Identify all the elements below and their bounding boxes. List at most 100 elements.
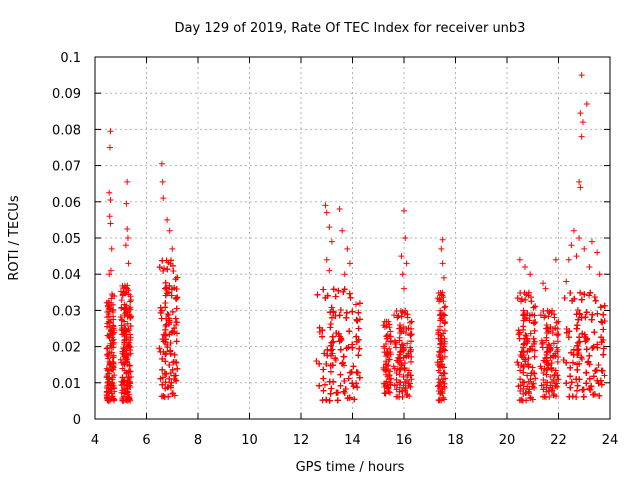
data-point xyxy=(164,310,171,317)
data-point xyxy=(350,363,357,370)
data-point xyxy=(565,256,572,263)
data-point xyxy=(552,353,559,360)
data-point xyxy=(522,358,529,365)
data-point xyxy=(577,110,584,117)
data-point xyxy=(383,333,390,340)
data-point xyxy=(127,368,134,375)
data-point xyxy=(163,284,170,291)
data-point xyxy=(532,375,539,382)
data-point xyxy=(122,284,129,291)
data-point xyxy=(346,260,353,267)
data-point xyxy=(520,349,527,356)
data-point xyxy=(588,316,595,323)
data-point xyxy=(574,382,581,389)
data-point xyxy=(588,383,595,390)
data-point xyxy=(106,319,113,326)
data-point xyxy=(108,245,115,252)
data-point xyxy=(107,196,114,203)
data-point xyxy=(403,260,410,267)
data-point xyxy=(521,379,528,386)
data-point xyxy=(586,375,593,382)
x-tick-label: 22 xyxy=(550,433,567,448)
x-tick-label: 14 xyxy=(344,433,361,448)
data-point xyxy=(345,375,352,382)
data-point xyxy=(567,373,574,380)
data-point xyxy=(162,279,169,286)
data-point xyxy=(169,308,176,315)
data-point xyxy=(105,367,112,374)
data-point xyxy=(386,381,393,388)
data-point xyxy=(118,297,125,304)
data-point xyxy=(162,385,169,392)
data-points xyxy=(103,72,608,404)
data-point xyxy=(540,381,547,388)
data-point xyxy=(587,289,594,296)
data-point xyxy=(527,330,534,337)
data-point xyxy=(441,335,448,342)
data-point xyxy=(407,383,414,390)
data-point xyxy=(529,364,536,371)
data-point xyxy=(588,238,595,245)
data-point xyxy=(526,386,533,393)
data-point xyxy=(441,353,448,360)
data-point xyxy=(108,344,115,351)
data-point xyxy=(583,346,590,353)
data-point xyxy=(332,357,339,364)
data-point xyxy=(386,345,393,352)
data-point xyxy=(404,391,411,398)
data-point xyxy=(523,335,530,342)
data-point xyxy=(554,358,561,365)
data-point xyxy=(330,286,337,293)
data-point xyxy=(321,350,328,357)
data-point xyxy=(567,384,574,391)
data-point xyxy=(104,300,111,307)
data-point xyxy=(522,332,529,339)
data-point xyxy=(327,324,334,331)
data-point xyxy=(600,311,607,318)
data-point xyxy=(384,332,391,339)
y-tick-label: 0.01 xyxy=(52,377,81,392)
data-point xyxy=(539,344,546,351)
data-point xyxy=(551,314,558,321)
data-point xyxy=(388,375,395,382)
data-point xyxy=(165,315,172,322)
data-point xyxy=(127,315,134,322)
data-point xyxy=(122,397,129,404)
data-point xyxy=(442,318,449,325)
data-point xyxy=(383,318,390,325)
data-point xyxy=(109,292,116,299)
data-point xyxy=(104,397,111,404)
data-point xyxy=(174,274,181,281)
data-point xyxy=(391,312,398,319)
data-point xyxy=(543,384,550,391)
data-point xyxy=(594,249,601,256)
data-point xyxy=(408,376,415,383)
x-tick-label: 10 xyxy=(241,433,258,448)
data-point xyxy=(381,380,388,387)
data-point xyxy=(385,388,392,395)
data-point xyxy=(355,325,362,332)
data-point xyxy=(520,385,527,392)
data-point xyxy=(440,274,447,281)
data-point xyxy=(105,376,112,383)
data-point xyxy=(382,361,389,368)
data-point xyxy=(540,386,547,393)
data-point xyxy=(438,372,445,379)
data-point xyxy=(589,311,596,318)
data-point xyxy=(171,325,178,332)
data-point xyxy=(515,362,522,369)
chart-title: Day 129 of 2019, Rate Of TEC Index for r… xyxy=(175,21,526,36)
data-point xyxy=(396,367,403,374)
data-point xyxy=(166,227,173,234)
data-point xyxy=(555,376,562,383)
data-point xyxy=(346,394,353,401)
data-point xyxy=(125,260,132,267)
data-point xyxy=(582,314,589,321)
data-point xyxy=(516,335,523,342)
x-axis-label: GPS time / hours xyxy=(296,460,405,475)
data-point xyxy=(166,282,173,289)
data-point xyxy=(173,338,180,345)
data-point xyxy=(356,316,363,323)
data-point xyxy=(336,312,343,319)
data-point xyxy=(328,238,335,245)
